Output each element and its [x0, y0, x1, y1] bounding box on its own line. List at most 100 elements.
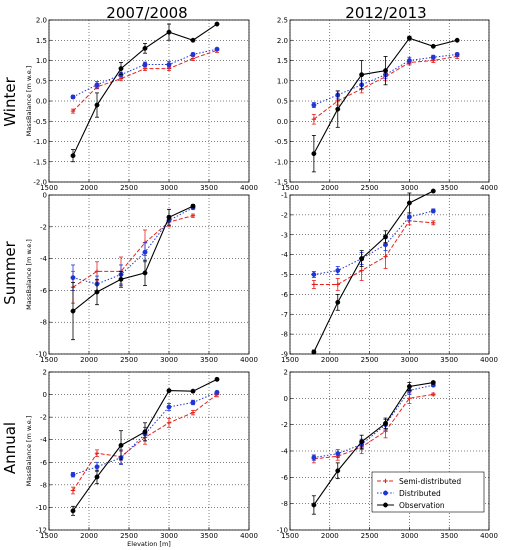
x-tick-label: 3000	[160, 356, 178, 364]
legend-marker	[383, 502, 388, 508]
y-tick-label: 0.0	[277, 118, 288, 126]
series-semi-distributed	[70, 391, 220, 495]
y-tick-label: 1.5	[36, 37, 47, 45]
x-tick-label: 4000	[240, 356, 258, 364]
y-tick-label: 2	[284, 369, 288, 377]
y-tick-label: -9	[281, 351, 288, 359]
data-point	[70, 153, 76, 159]
y-tick-label: -8	[40, 481, 47, 489]
x-tick-label: 4000	[480, 184, 498, 192]
data-point	[118, 442, 124, 448]
data-point	[166, 404, 172, 410]
data-point	[142, 62, 148, 68]
y-tick-label: 2.5	[277, 17, 288, 25]
data-point	[94, 464, 100, 470]
y-tick-label: -8	[281, 500, 288, 508]
y-tick-label: -5	[281, 271, 288, 279]
panel-winter-right: 1500 2000 2500 3000 3500 4000 -1.5 -1.0 -0.5 0.0 0…	[274, 17, 498, 193]
data-point	[454, 51, 460, 57]
x-tick-label: 2500	[361, 532, 379, 540]
y-tick-label: 0.0	[36, 98, 47, 106]
data-point	[311, 455, 317, 461]
series-line-semi-distributed	[313, 220, 434, 285]
y-tick-label: -1.0	[33, 138, 47, 146]
data-point	[214, 46, 220, 52]
series-line-observation	[72, 205, 194, 312]
data-point	[430, 188, 436, 194]
y-tick-label: -4	[40, 255, 48, 263]
data-point	[142, 429, 148, 435]
y-tick-label: -10	[36, 351, 47, 359]
y-tick-label: -8	[281, 331, 288, 339]
panel-annual-left: 1500 2000 2500 3000 3500 4000 -12 -10 -8 -6 -4 -2 0 2…	[25, 369, 258, 549]
y-tick-label: -0.5	[274, 138, 288, 146]
y-tick-label: 2.0	[277, 37, 288, 45]
series-distributed	[311, 382, 436, 461]
data-point	[383, 242, 388, 248]
x-tick-label: 2000	[321, 184, 339, 192]
x-axis-label: Elevation [m]	[127, 540, 171, 548]
series-observation	[311, 35, 460, 173]
row-title-winter: Winter	[1, 76, 19, 126]
series-line-distributed	[313, 384, 434, 459]
x-tick-label: 3500	[440, 356, 458, 364]
y-tick-label: -4	[40, 436, 48, 444]
y-tick-label: -6	[40, 287, 48, 295]
column-title-left: 2007/2008	[106, 4, 187, 22]
data-point	[70, 472, 76, 478]
data-point	[166, 388, 172, 394]
plot-frame	[48, 371, 250, 531]
data-point	[359, 256, 365, 262]
data-point	[406, 35, 412, 41]
data-point	[383, 420, 388, 426]
data-point	[94, 289, 100, 295]
series-distributed	[70, 46, 220, 100]
y-tick-label: 2.0	[36, 17, 47, 25]
data-point	[430, 54, 436, 60]
y-tick-label: 1.5	[277, 57, 288, 65]
x-tick-label: 1500	[40, 184, 58, 192]
row-title-annual: Annual	[1, 422, 19, 474]
data-point	[118, 66, 124, 72]
data-point	[94, 82, 100, 88]
data-point	[94, 474, 100, 480]
x-tick-label: 4000	[480, 532, 498, 540]
y-tick-label: 0	[43, 391, 47, 399]
y-tick-label: -10	[277, 527, 288, 535]
data-point	[335, 299, 341, 305]
y-tick-label: -6	[40, 459, 48, 467]
x-tick-label: 2000	[321, 356, 339, 364]
data-point	[335, 468, 341, 474]
y-tick-label: -8	[40, 319, 47, 327]
x-tick-label: 4000	[480, 356, 498, 364]
data-point	[406, 214, 412, 220]
data-point	[142, 249, 148, 255]
data-point	[335, 268, 341, 273]
data-point	[166, 214, 172, 220]
series-line-semi-distributed	[313, 393, 434, 460]
panel-annual-right: 1500 2000 2500 3000 3500 4000 -10 -8 -6 -4 -2 0 2	[277, 369, 498, 541]
panel-summer-right: 1500 2000 2500 3000 3500 4000 -9 -8 -7 -6 -5 -4 -3 -2…	[281, 188, 498, 364]
legend-entry-semi-distributed: Semi-distributed	[377, 477, 461, 486]
x-tick-label: 3500	[200, 184, 218, 192]
legend-label: Semi-distributed	[399, 477, 461, 486]
data-point	[70, 508, 76, 514]
y-tick-label: -1	[281, 192, 288, 200]
y-tick-label: 0.5	[277, 98, 288, 106]
x-tick-label: 2500	[120, 356, 138, 364]
data-point	[70, 94, 76, 100]
column-title-right: 2012/2013	[345, 4, 426, 22]
y-tick-label: -0.5	[33, 118, 47, 126]
x-tick-label: 1500	[281, 532, 299, 540]
data-point	[190, 51, 196, 57]
x-tick-label: 3000	[160, 532, 178, 540]
data-point	[406, 200, 412, 206]
data-point	[406, 58, 412, 63]
data-point	[335, 451, 341, 457]
legend-marker	[383, 490, 388, 496]
data-point	[383, 234, 388, 240]
panel-winter-left: 1500 2000 2500 3000 3500 4000 -2.0 -1.5 -1.0 -0.5…	[25, 17, 258, 193]
x-tick-label: 2500	[361, 356, 379, 364]
x-tick-label: 1500	[40, 356, 58, 364]
